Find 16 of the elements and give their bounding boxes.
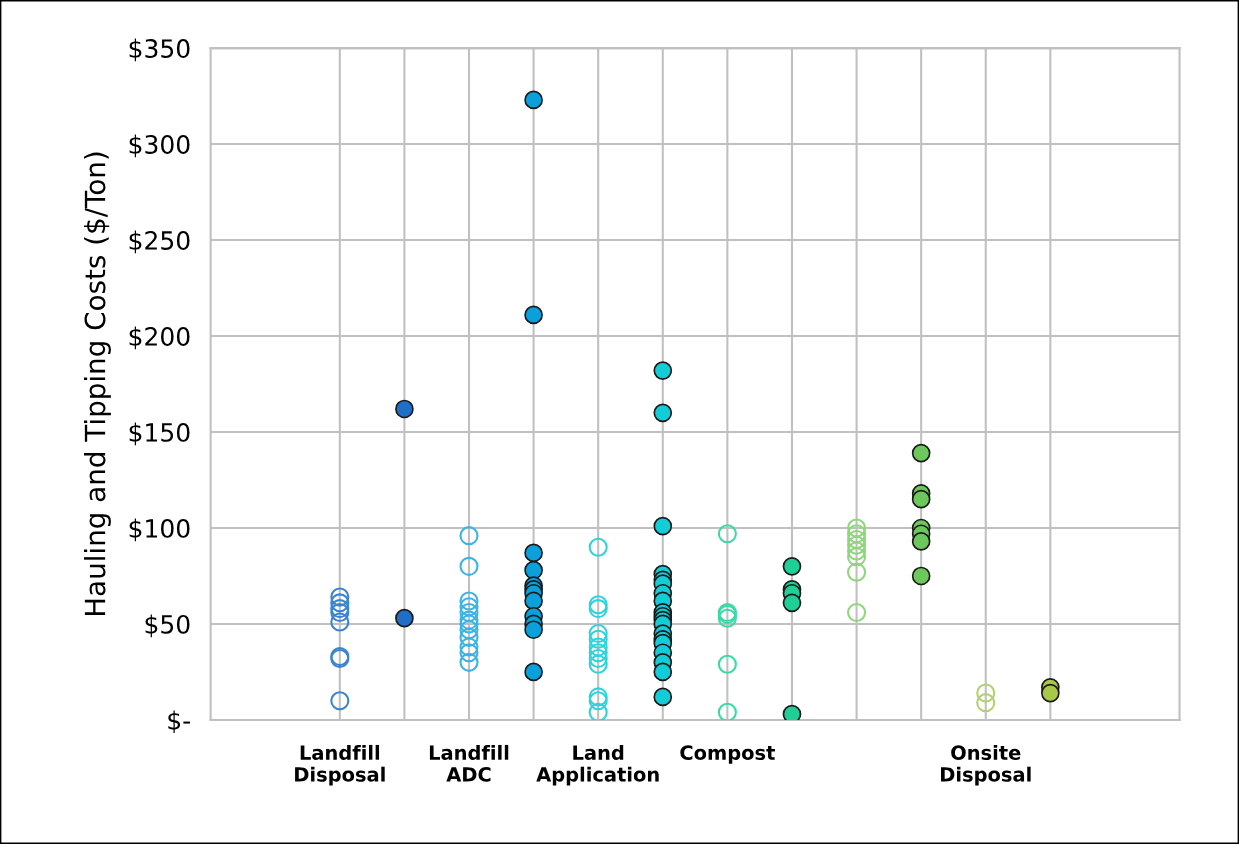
point xyxy=(653,687,673,707)
y-tick-label: $100 xyxy=(129,518,190,542)
x-tick-label: Land Application xyxy=(536,744,659,786)
x-tick-label: Onsite Disposal xyxy=(941,744,1031,786)
y-axis-title: Hauling and Tipping Costs ($/Ton) xyxy=(84,152,111,616)
point xyxy=(653,662,673,682)
y-tick-label: $150 xyxy=(129,422,190,446)
x-tick-label: Compost xyxy=(680,745,775,764)
x-tick-label: Landfill Disposal xyxy=(295,744,385,786)
y-tick-label: $50 xyxy=(145,614,190,638)
x-tick-label: Landfill ADC xyxy=(429,744,509,782)
y-tick-label: $250 xyxy=(129,230,190,254)
y-tick-label: $300 xyxy=(129,134,190,158)
y-tick-label: $350 xyxy=(129,38,190,62)
y-tick-label: $200 xyxy=(129,326,190,350)
y-tick-label: $- xyxy=(168,710,190,734)
